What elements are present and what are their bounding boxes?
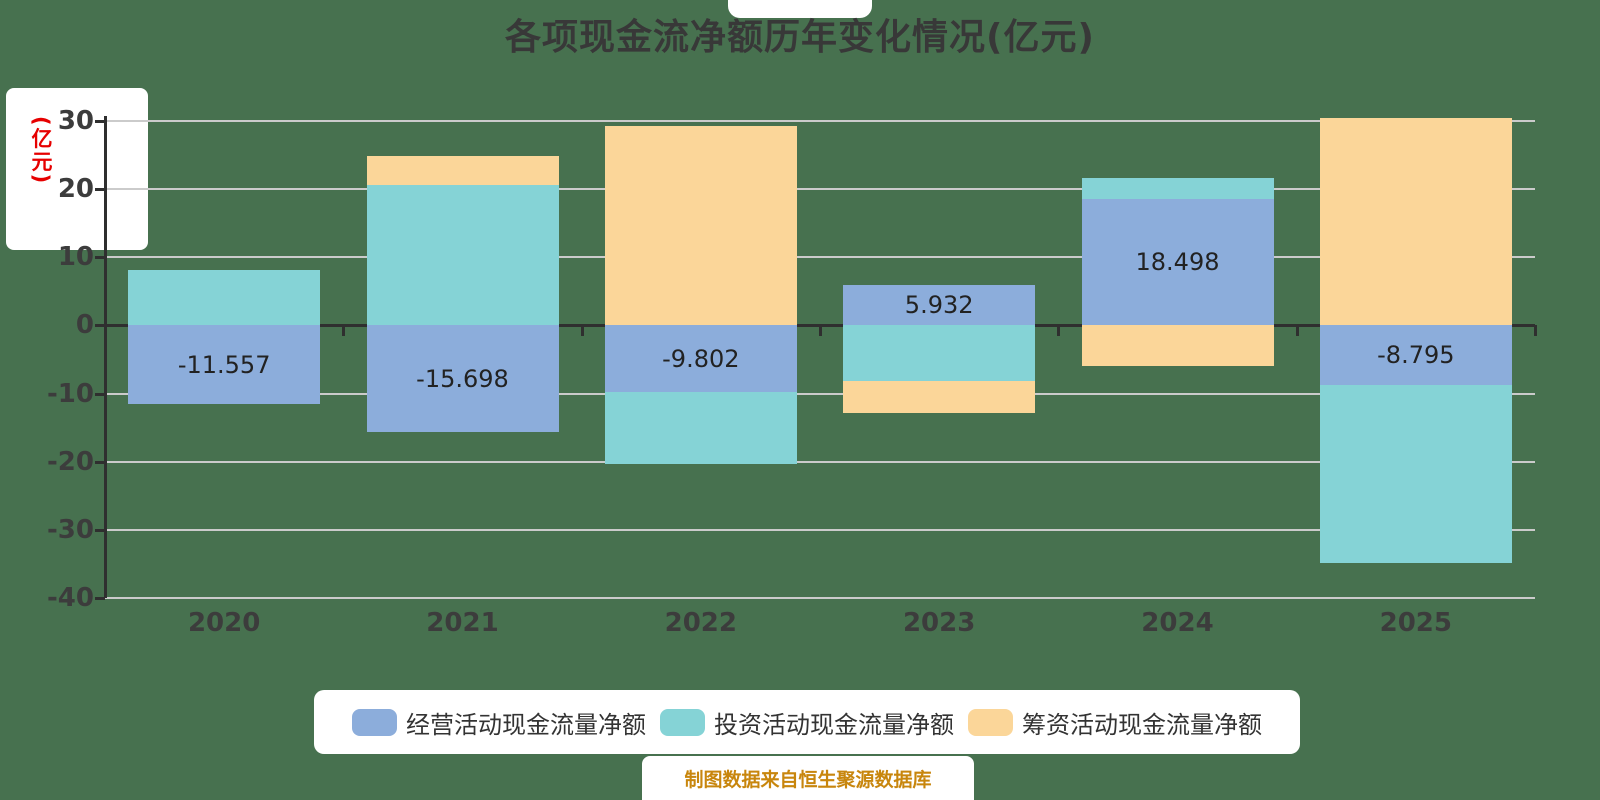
x-axis-tick-label: 2022 <box>664 608 737 638</box>
bar-segment-operating <box>843 285 1036 326</box>
y-axis-tick <box>95 460 105 464</box>
y-axis-tick <box>95 256 105 260</box>
y-gridline <box>105 597 1535 599</box>
x-axis-tick <box>1295 325 1299 337</box>
x-axis-tick <box>819 325 822 337</box>
y-axis-tick <box>95 528 105 532</box>
x-axis-tick <box>104 325 107 337</box>
y-gridline <box>105 188 1535 191</box>
bar-segment-financing <box>604 126 797 326</box>
x-axis-tick-label: 2023 <box>902 608 976 638</box>
bar-segment-financing <box>1081 325 1274 367</box>
x-axis-tick-label: 2024 <box>1141 608 1214 638</box>
y-gridline <box>105 120 1535 122</box>
legend-swatch-investing <box>660 708 705 736</box>
y-axis-tick-label: -40 <box>47 583 94 613</box>
x-axis-tick-label: 2025 <box>1379 608 1452 638</box>
x-axis-tick <box>1057 325 1061 337</box>
y-gridline <box>105 392 1535 395</box>
bar-value-label: -8.795 <box>1377 341 1455 370</box>
bar-value-label: -15.698 <box>416 364 509 393</box>
unit-label-panel <box>6 88 148 250</box>
bar-segment-financing <box>366 155 559 186</box>
bar-segment-operating <box>366 325 559 433</box>
bar-value-label: -9.802 <box>662 344 740 373</box>
bar-segment-operating <box>128 325 321 405</box>
y-axis-tick-label: 20 <box>57 174 94 205</box>
bar-segment-investing <box>843 325 1036 382</box>
y-axis-line <box>104 116 107 598</box>
x-axis-tick <box>1534 325 1537 337</box>
legend-label: 筹资活动现金流量净额 <box>1022 710 1262 739</box>
legend: 经营活动现金流量净额 投资活动现金流量净额 筹资活动现金流量净额 <box>314 690 1300 754</box>
chart-title: 各项现金流净额历年变化情况(亿元) <box>505 17 1095 58</box>
legend-label: 经营活动现金流量净额 <box>406 710 646 739</box>
x-axis-tick <box>342 325 346 337</box>
bar-value-label: -11.557 <box>177 350 271 379</box>
y-axis-tick <box>95 120 105 123</box>
bar-segment-financing <box>843 381 1036 414</box>
bar-segment-investing <box>366 185 559 326</box>
x-axis-tick <box>580 325 584 337</box>
y-axis-tick-label: 0 <box>75 310 94 341</box>
y-axis-tick-label: 10 <box>57 242 94 273</box>
y-axis-tick <box>95 324 105 328</box>
bar-segment-operating <box>604 325 797 393</box>
y-gridline <box>105 460 1535 463</box>
source-note-panel <box>642 756 974 800</box>
y-axis-unit-label: (亿元) <box>29 116 53 186</box>
bar-segment-operating <box>1319 325 1512 386</box>
y-gridline <box>105 528 1535 531</box>
y-axis-tick-label: -10 <box>47 378 94 409</box>
x-axis-tick-label: 2020 <box>187 608 261 638</box>
title-panel <box>728 0 872 18</box>
legend-item-operating: 经营活动现金流量净额 <box>352 705 646 740</box>
bar-segment-investing <box>604 392 797 464</box>
bar-segment-operating <box>1081 199 1274 326</box>
legend-item-investing: 投资活动现金流量净额 <box>660 705 954 740</box>
y-axis-tick <box>95 597 105 600</box>
y-axis-tick-label: -30 <box>47 514 94 545</box>
legend-item-financing: 筹资活动现金流量净额 <box>968 705 1262 740</box>
x-axis-tick-label: 2021 <box>426 608 499 638</box>
y-axis-tick <box>95 392 105 396</box>
bar-value-label: 5.932 <box>904 291 974 320</box>
y-axis-tick-label: 30 <box>57 106 94 136</box>
bar-segment-investing <box>1319 385 1512 564</box>
bar-segment-investing <box>128 270 321 326</box>
legend-swatch-financing <box>968 708 1013 736</box>
y-axis-tick <box>95 188 105 192</box>
bar-segment-investing <box>1081 178 1274 200</box>
bar-value-label: 18.498 <box>1135 248 1220 277</box>
source-note: 制图数据来自恒生聚源数据库 <box>684 768 932 791</box>
y-axis-tick-label: -20 <box>47 446 94 477</box>
y-gridline <box>105 256 1535 259</box>
legend-panel <box>314 690 1300 754</box>
legend-swatch-operating <box>352 708 397 736</box>
legend-label: 投资活动现金流量净额 <box>714 710 954 739</box>
bar-segment-financing <box>1319 118 1512 326</box>
